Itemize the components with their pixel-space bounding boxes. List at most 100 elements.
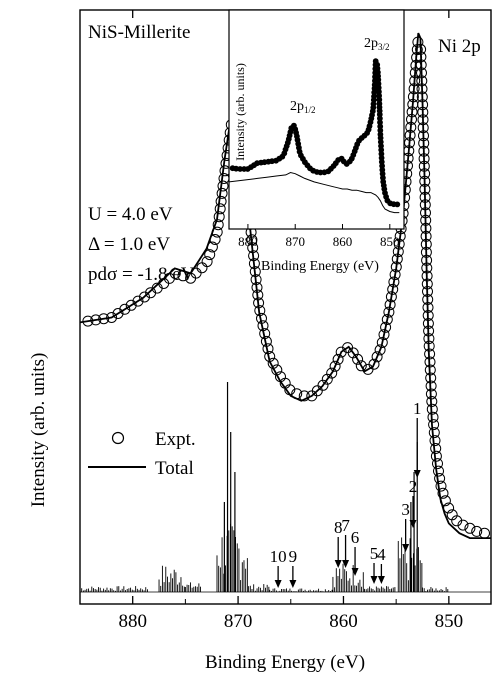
- inset: 880 870 860 850 Binding Energy (eV) Intensi…: [228, 9, 405, 274]
- main-expt-point: [428, 427, 440, 439]
- arrow-head: [409, 520, 417, 528]
- main-expt-point: [437, 487, 449, 499]
- main-expt-point: [451, 515, 463, 527]
- inset-expt-points: [229, 58, 401, 208]
- inset-peak-2p32: 2p3/2: [364, 36, 390, 52]
- main-expt-point: [376, 337, 388, 348]
- main-expt-point: [214, 203, 226, 215]
- inset-peak-2p32-main: 2p: [364, 36, 378, 51]
- inset-frame: [228, 9, 405, 230]
- inset-expt-point: [394, 201, 401, 208]
- arrow-head: [370, 576, 378, 584]
- main-ylabel: Intensity (arb. units): [28, 353, 49, 508]
- inset-x-tick-label: 870: [285, 234, 305, 249]
- sample-name: NiS-Millerite: [88, 22, 190, 43]
- edge-label: Ni 2p: [438, 36, 481, 57]
- arrow-label: 6: [351, 528, 360, 547]
- main-expt-point: [427, 411, 439, 423]
- main-expt-point: [317, 379, 329, 391]
- main-x-tick-label: 880: [118, 611, 147, 632]
- arrow-head: [413, 470, 421, 478]
- main-expt-point: [471, 525, 483, 537]
- inset-x-ticks: [247, 224, 391, 229]
- stick-spectrum: [79, 382, 491, 593]
- legend-total-label: Total: [155, 458, 194, 479]
- main-expt-point: [215, 195, 227, 207]
- main-expt-point: [352, 353, 364, 365]
- arrow-head: [342, 560, 350, 568]
- main-expt-point: [371, 351, 383, 363]
- main-expt-point: [428, 419, 440, 431]
- main-expt-point: [217, 180, 229, 192]
- main-expt-point: [430, 450, 442, 462]
- main-expt-point: [329, 360, 341, 372]
- arrow-head: [274, 580, 282, 588]
- arrow-head: [402, 544, 410, 552]
- main-expt-point: [374, 344, 386, 356]
- main-xlabel: Binding Energy (eV): [205, 652, 365, 673]
- arrow-label: 4: [377, 545, 386, 564]
- main-expt-point: [298, 390, 310, 402]
- main-x-tick-label: 870: [224, 611, 253, 632]
- main-total-line: [79, 32, 491, 539]
- main-expt-point: [326, 367, 338, 379]
- inset-x-tick-labels: 880 870 860 850: [238, 234, 399, 249]
- inset-ylabel: Intensity (arb. units): [233, 63, 247, 161]
- arrow-label: 7: [341, 516, 350, 535]
- inset-x-tick-label: 860: [333, 234, 353, 249]
- legend-expt-marker: [111, 431, 125, 445]
- main-expt-point: [429, 435, 441, 447]
- main-expt-point: [457, 519, 469, 531]
- arrow-label: 9: [289, 547, 298, 566]
- main-expt-point: [432, 458, 443, 470]
- arrow-label: 3: [401, 500, 410, 519]
- inset-peak-2p32-sub: 3/2: [378, 42, 390, 52]
- main-expt-point: [216, 187, 228, 199]
- main-expt-point: [464, 522, 476, 534]
- main-expt-point: [435, 480, 447, 492]
- inset-xlabel: Binding Energy (eV): [261, 259, 379, 274]
- main-expt-point: [434, 473, 446, 484]
- legend-expt-label: Expt.: [155, 429, 196, 450]
- legend: Expt. Total: [88, 429, 196, 479]
- inset-peak-2p12: 2p1/2: [290, 99, 316, 115]
- main-expt-point: [381, 314, 393, 325]
- main-expt-point: [380, 321, 392, 333]
- main-expt-point: [201, 256, 213, 268]
- inset-total-line: [228, 171, 400, 214]
- arrow-label: 8: [334, 518, 343, 537]
- param-delta: Δ = 1.0 eV: [88, 234, 170, 255]
- inset-x-tick-label: 850: [380, 234, 400, 249]
- main-expt-point: [433, 465, 444, 477]
- inset-peak-2p12-sub: 1/2: [304, 105, 316, 115]
- main-expt-point: [368, 358, 380, 370]
- main-x-tick-label: 860: [329, 611, 358, 632]
- arrow-label: 2: [409, 477, 418, 496]
- param-pdsigma: pdσ = -1.8 eV: [88, 264, 195, 285]
- main-expt-point: [204, 249, 216, 261]
- main-expt-point: [213, 211, 225, 223]
- main-expt-point: [212, 219, 224, 231]
- main-expt-point: [355, 360, 367, 372]
- main-expt-point: [139, 291, 150, 303]
- main-expt-point: [430, 443, 442, 454]
- param-u: U = 4.0 eV: [88, 204, 173, 225]
- inset-expt-point: [237, 166, 244, 172]
- main-x-tick-labels: 880 870 860 850: [118, 611, 463, 632]
- main-expt-point: [332, 353, 344, 365]
- arrow-head: [377, 576, 385, 584]
- arrow-head: [351, 568, 359, 576]
- inset-peak-2p12-main: 2p: [290, 99, 304, 114]
- arrow-label: 10: [270, 547, 287, 566]
- main-expt-point: [311, 385, 323, 397]
- main-expt-point: [196, 262, 208, 274]
- main-x-tick-label: 850: [435, 611, 464, 632]
- main-expt-point: [119, 303, 131, 315]
- main-expt-point: [132, 295, 144, 307]
- arrow-label: 5: [370, 544, 379, 563]
- arrow-head: [334, 560, 342, 568]
- main-expt-point: [378, 329, 390, 341]
- inset-x-tick-label: 880: [238, 234, 258, 249]
